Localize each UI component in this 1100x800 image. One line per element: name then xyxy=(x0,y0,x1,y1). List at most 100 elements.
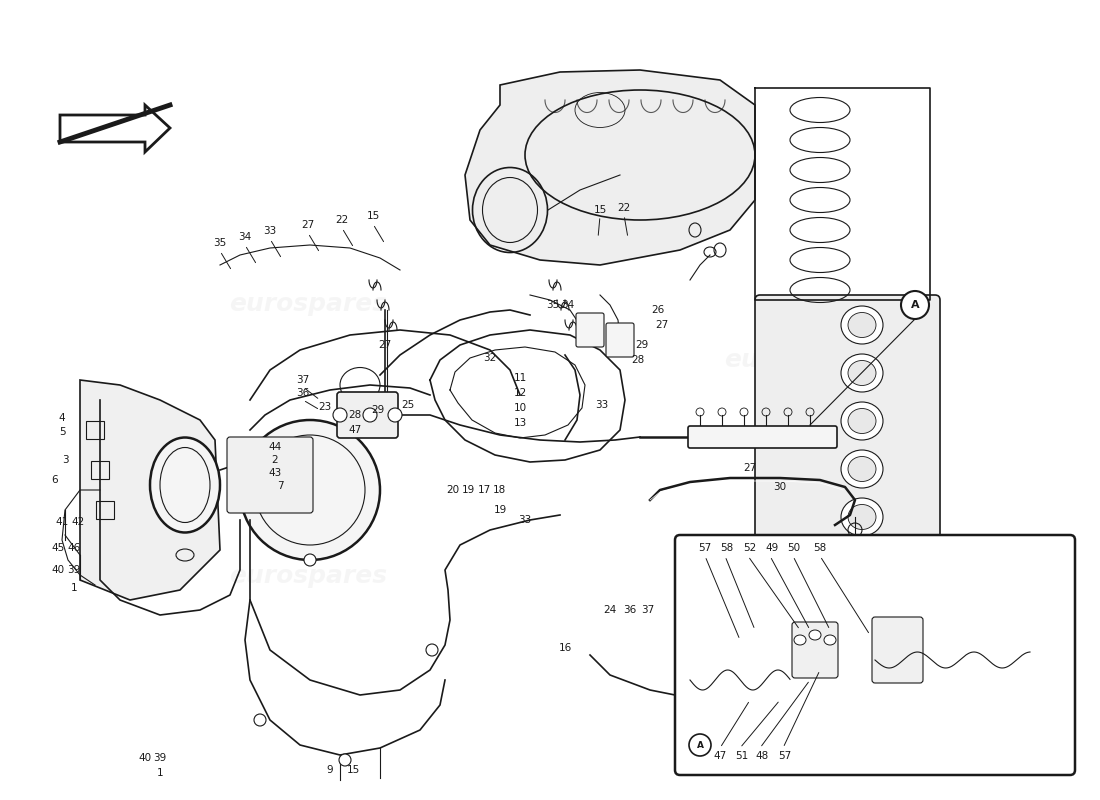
Text: 24: 24 xyxy=(604,605,617,615)
Ellipse shape xyxy=(363,408,377,422)
Text: 7: 7 xyxy=(277,481,284,491)
FancyBboxPatch shape xyxy=(337,392,398,438)
Text: 47: 47 xyxy=(714,751,727,761)
Ellipse shape xyxy=(848,553,876,578)
Text: 48: 48 xyxy=(756,751,769,761)
Text: eurospares: eurospares xyxy=(229,292,387,316)
Polygon shape xyxy=(60,105,170,152)
Text: 4: 4 xyxy=(58,413,65,423)
Text: 39: 39 xyxy=(153,753,166,763)
Ellipse shape xyxy=(848,505,876,530)
Text: 17: 17 xyxy=(477,485,491,495)
Text: 22: 22 xyxy=(336,215,349,225)
Text: 40: 40 xyxy=(52,565,65,575)
Text: 27: 27 xyxy=(301,220,315,230)
Text: 34: 34 xyxy=(239,232,252,242)
Text: 33: 33 xyxy=(518,515,531,525)
Text: 58: 58 xyxy=(813,543,826,553)
Text: 15: 15 xyxy=(366,211,379,221)
Text: 5: 5 xyxy=(58,427,65,437)
FancyBboxPatch shape xyxy=(606,323,634,357)
Text: 58: 58 xyxy=(720,543,734,553)
Text: 25: 25 xyxy=(402,400,415,410)
Text: 18: 18 xyxy=(493,485,506,495)
Ellipse shape xyxy=(848,409,876,434)
Text: 27: 27 xyxy=(744,463,757,473)
Text: 45: 45 xyxy=(52,543,65,553)
Ellipse shape xyxy=(240,420,380,560)
Text: 40: 40 xyxy=(139,753,152,763)
Text: 27: 27 xyxy=(378,340,392,350)
Circle shape xyxy=(426,644,438,656)
Circle shape xyxy=(304,554,316,566)
Text: 47: 47 xyxy=(349,425,362,435)
Text: 49: 49 xyxy=(766,543,779,553)
FancyBboxPatch shape xyxy=(792,622,838,678)
Ellipse shape xyxy=(842,450,883,488)
Ellipse shape xyxy=(848,457,876,482)
Text: 13: 13 xyxy=(514,418,527,428)
Text: eurospares: eurospares xyxy=(724,348,882,372)
Text: 19: 19 xyxy=(461,485,474,495)
Ellipse shape xyxy=(808,630,821,640)
Text: eurospares: eurospares xyxy=(724,588,882,612)
Text: 50: 50 xyxy=(788,543,801,553)
Text: 35: 35 xyxy=(547,300,560,310)
Text: 34: 34 xyxy=(561,300,574,310)
FancyBboxPatch shape xyxy=(872,617,923,683)
Text: 35: 35 xyxy=(213,238,227,248)
Text: 26: 26 xyxy=(651,305,664,315)
FancyBboxPatch shape xyxy=(576,313,604,347)
Circle shape xyxy=(901,291,930,319)
Text: 28: 28 xyxy=(349,410,362,420)
Text: 36: 36 xyxy=(296,388,309,398)
FancyBboxPatch shape xyxy=(755,295,940,685)
Text: 30: 30 xyxy=(773,482,786,492)
Text: A: A xyxy=(696,741,704,750)
Circle shape xyxy=(339,754,351,766)
Ellipse shape xyxy=(842,546,883,584)
Text: 33: 33 xyxy=(263,226,276,236)
Polygon shape xyxy=(465,70,755,265)
Text: 6: 6 xyxy=(52,475,58,485)
Text: 15: 15 xyxy=(346,765,360,775)
Text: eurospares: eurospares xyxy=(229,564,387,588)
Ellipse shape xyxy=(848,361,876,386)
Text: 57: 57 xyxy=(698,543,712,553)
Text: 29: 29 xyxy=(372,405,385,415)
Text: 41: 41 xyxy=(55,517,68,527)
Text: 19: 19 xyxy=(494,505,507,515)
Text: 15: 15 xyxy=(593,205,606,215)
Text: 1: 1 xyxy=(156,768,163,778)
Text: 22: 22 xyxy=(617,203,630,213)
Ellipse shape xyxy=(842,354,883,392)
Text: 29: 29 xyxy=(636,340,649,350)
Circle shape xyxy=(254,714,266,726)
Text: 46: 46 xyxy=(67,543,80,553)
Ellipse shape xyxy=(848,313,876,338)
Text: 37: 37 xyxy=(641,605,654,615)
FancyBboxPatch shape xyxy=(227,437,314,513)
Text: 44: 44 xyxy=(268,442,282,452)
Text: 36: 36 xyxy=(624,605,637,615)
Ellipse shape xyxy=(848,601,876,626)
Ellipse shape xyxy=(824,635,836,645)
Text: 28: 28 xyxy=(631,355,645,365)
Ellipse shape xyxy=(842,402,883,440)
Text: 3: 3 xyxy=(62,455,68,465)
Text: 33: 33 xyxy=(595,400,608,410)
Ellipse shape xyxy=(842,594,883,632)
Text: 23: 23 xyxy=(318,402,331,412)
Text: 39: 39 xyxy=(67,565,80,575)
Ellipse shape xyxy=(842,498,883,536)
Text: 32: 32 xyxy=(483,353,496,363)
Text: 52: 52 xyxy=(744,543,757,553)
Text: 27: 27 xyxy=(656,320,669,330)
Text: 42: 42 xyxy=(72,517,85,527)
Ellipse shape xyxy=(842,306,883,344)
Text: 12: 12 xyxy=(514,388,527,398)
Ellipse shape xyxy=(150,438,220,533)
Circle shape xyxy=(689,734,711,756)
FancyBboxPatch shape xyxy=(675,535,1075,775)
Polygon shape xyxy=(80,380,220,600)
